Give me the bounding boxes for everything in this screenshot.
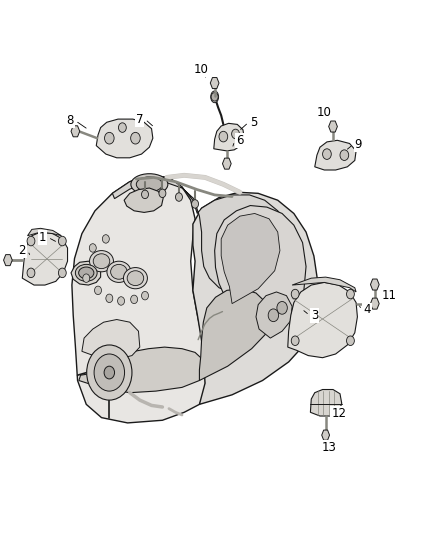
Text: 8: 8 <box>67 114 74 127</box>
Polygon shape <box>215 206 306 343</box>
Ellipse shape <box>124 268 148 289</box>
Circle shape <box>87 345 132 400</box>
Polygon shape <box>221 214 280 304</box>
Polygon shape <box>288 282 357 358</box>
Circle shape <box>277 302 287 314</box>
Text: 3: 3 <box>311 309 318 322</box>
Circle shape <box>159 189 166 198</box>
Circle shape <box>104 366 115 379</box>
Ellipse shape <box>111 264 127 279</box>
Circle shape <box>291 289 299 299</box>
Circle shape <box>131 132 140 144</box>
Polygon shape <box>71 261 101 285</box>
Polygon shape <box>96 119 153 158</box>
Circle shape <box>191 200 198 208</box>
Circle shape <box>117 297 124 305</box>
Ellipse shape <box>131 174 168 195</box>
Circle shape <box>211 93 218 101</box>
Ellipse shape <box>107 261 131 282</box>
Polygon shape <box>124 188 163 213</box>
Polygon shape <box>311 390 342 416</box>
Text: 6: 6 <box>236 134 244 147</box>
Polygon shape <box>199 289 270 381</box>
Polygon shape <box>328 121 337 132</box>
Polygon shape <box>322 430 329 440</box>
Text: 2: 2 <box>18 244 26 257</box>
Polygon shape <box>371 279 379 290</box>
Text: 10: 10 <box>194 63 209 76</box>
Text: 13: 13 <box>321 441 336 454</box>
Polygon shape <box>22 232 67 285</box>
Polygon shape <box>193 192 319 405</box>
Circle shape <box>219 131 228 142</box>
Text: 5: 5 <box>250 116 258 129</box>
Ellipse shape <box>79 267 94 279</box>
Circle shape <box>118 123 126 132</box>
Circle shape <box>322 149 331 159</box>
Polygon shape <box>210 77 219 88</box>
Polygon shape <box>79 347 205 393</box>
Circle shape <box>58 236 66 246</box>
Polygon shape <box>256 292 292 338</box>
Circle shape <box>340 150 349 160</box>
Text: 1: 1 <box>39 231 46 244</box>
Text: 10: 10 <box>317 106 332 119</box>
Circle shape <box>291 336 299 345</box>
Circle shape <box>131 295 138 304</box>
Circle shape <box>94 354 124 391</box>
Ellipse shape <box>127 271 144 286</box>
Circle shape <box>346 336 354 345</box>
Ellipse shape <box>89 251 113 272</box>
Polygon shape <box>72 175 206 423</box>
Text: 11: 11 <box>382 289 397 302</box>
Circle shape <box>141 190 148 199</box>
Polygon shape <box>113 175 294 296</box>
Circle shape <box>102 235 110 243</box>
Circle shape <box>89 244 96 252</box>
Ellipse shape <box>136 177 162 192</box>
Circle shape <box>232 129 240 139</box>
Polygon shape <box>71 126 80 137</box>
Polygon shape <box>82 319 140 359</box>
Text: 9: 9 <box>354 138 362 151</box>
Circle shape <box>346 289 354 299</box>
Text: 7: 7 <box>136 112 144 126</box>
Ellipse shape <box>93 254 110 269</box>
Ellipse shape <box>211 91 219 103</box>
Circle shape <box>141 292 148 300</box>
Polygon shape <box>214 123 244 151</box>
Circle shape <box>106 294 113 303</box>
Circle shape <box>268 309 279 321</box>
Circle shape <box>105 132 114 144</box>
Text: 4: 4 <box>363 303 371 317</box>
Polygon shape <box>223 158 231 169</box>
Polygon shape <box>371 298 379 309</box>
Ellipse shape <box>75 264 97 281</box>
Text: 12: 12 <box>331 407 346 421</box>
Polygon shape <box>315 140 356 170</box>
Polygon shape <box>292 277 356 292</box>
Polygon shape <box>4 255 12 265</box>
Circle shape <box>27 236 35 246</box>
Circle shape <box>83 274 90 282</box>
Circle shape <box>58 268 66 278</box>
Circle shape <box>176 193 183 201</box>
Polygon shape <box>28 228 61 236</box>
Circle shape <box>95 286 102 295</box>
Circle shape <box>27 268 35 278</box>
